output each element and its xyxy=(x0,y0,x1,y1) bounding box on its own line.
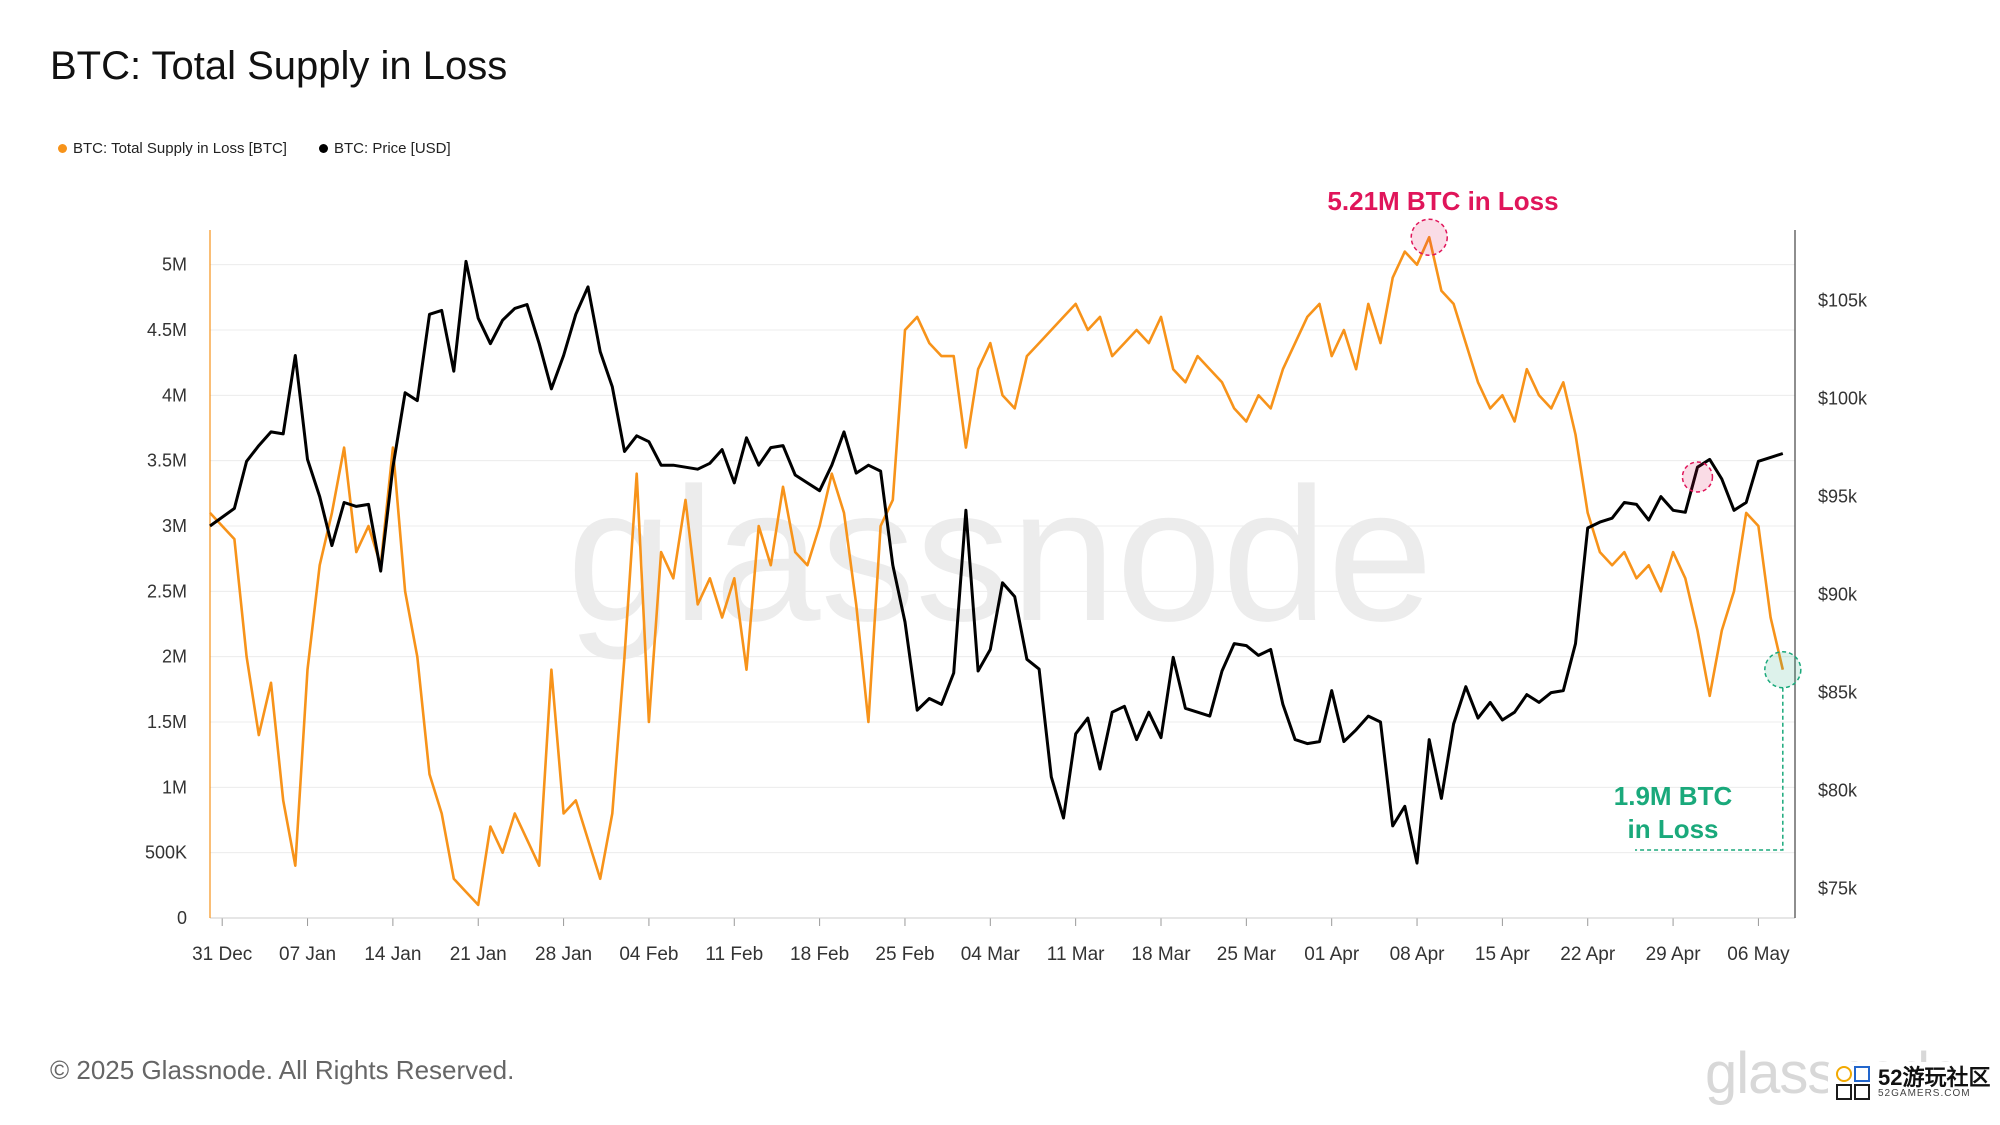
y-left-tick-label: 0 xyxy=(177,908,187,928)
x-tick-label: 31 Dec xyxy=(192,944,252,965)
y-left-tick-label: 500K xyxy=(145,843,187,863)
y-left-tick-label: 4.5M xyxy=(147,320,187,340)
price-marker xyxy=(1681,461,1714,493)
peak-marker xyxy=(1410,218,1448,256)
x-tick-label: 11 Mar xyxy=(1047,944,1105,965)
y-left-tick-label: 2M xyxy=(162,647,187,667)
x-tick-label: 15 Apr xyxy=(1475,944,1531,965)
legend-item-supply[interactable]: BTC: Total Supply in Loss [BTC] xyxy=(58,140,287,157)
y-left-tick-label: 3.5M xyxy=(147,451,187,471)
y-right-tick-label: $95k xyxy=(1818,487,1858,507)
x-tick-label: 29 Apr xyxy=(1646,944,1702,965)
y-left-tick-label: 2.5M xyxy=(147,581,187,601)
trough-annotation-label-2: in Loss xyxy=(1627,814,1718,844)
x-tick-label: 21 Jan xyxy=(450,944,507,965)
legend-dot-supply xyxy=(58,144,67,153)
legend-item-price[interactable]: BTC: Price [USD] xyxy=(318,140,451,157)
x-tick-label: 18 Mar xyxy=(1131,944,1191,965)
y-right-tick-label: $85k xyxy=(1818,683,1858,703)
x-tick-label: 22 Apr xyxy=(1560,944,1616,965)
trough-leader-line xyxy=(1635,687,1784,851)
y-left-tick-label: 5M xyxy=(162,255,187,275)
x-tick-label: 25 Feb xyxy=(875,944,934,965)
x-tick-label: 14 Jan xyxy=(364,944,421,965)
trough-annotation-label-1: 1.9M BTC xyxy=(1614,781,1733,811)
badge-sub-text: 52GAMERS.COM xyxy=(1878,1088,1971,1099)
price-line xyxy=(209,259,1784,865)
y-left-tick-label: 1M xyxy=(162,777,187,797)
legend-label-price: BTC: Price [USD] xyxy=(333,140,451,157)
peak-annotation-label: 5.21M BTC in Loss xyxy=(1327,186,1558,216)
y-right-tick-label: $80k xyxy=(1818,781,1858,801)
y-left-tick-label: 1.5M xyxy=(147,712,187,732)
x-tick-label: 25 Mar xyxy=(1217,944,1277,965)
y-left-tick-label: 3M xyxy=(162,516,187,536)
y-left-tick-label: 4M xyxy=(162,385,187,405)
copyright-text: © 2025 Glassnode. All Rights Reserved. xyxy=(50,1055,515,1085)
x-tick-label: 04 Mar xyxy=(961,944,1021,965)
x-tick-label: 08 Apr xyxy=(1390,944,1446,965)
x-tick-label: 11 Feb xyxy=(705,944,763,965)
x-tick-label: 06 May xyxy=(1727,944,1790,965)
badge-main-text: 52游玩社区 xyxy=(1878,1065,1991,1090)
x-tick-label: 07 Jan xyxy=(279,944,336,965)
y-right-tick-label: $90k xyxy=(1818,585,1858,605)
chart-title: BTC: Total Supply in Loss xyxy=(50,44,508,88)
legend-label-supply: BTC: Total Supply in Loss [BTC] xyxy=(73,140,287,157)
y-right-tick-label: $100k xyxy=(1818,389,1868,409)
y-right-tick-label: $105k xyxy=(1818,291,1868,311)
x-tick-label: 04 Feb xyxy=(619,944,678,965)
x-tick-label: 28 Jan xyxy=(535,944,592,965)
supply-in-loss-line xyxy=(209,235,1785,907)
trough-marker xyxy=(1764,650,1802,689)
chart-legend: BTC: Total Supply in Loss [BTC] BTC: Pri… xyxy=(58,140,451,157)
x-tick-label: 01 Apr xyxy=(1304,944,1360,965)
watermark-text: glassnode xyxy=(567,449,1433,661)
gamepad-icon xyxy=(1836,1066,1870,1100)
legend-dot-price xyxy=(318,144,328,153)
site-badge[interactable]: 52游玩社区 52GAMERS.COM xyxy=(1828,1062,1999,1104)
y-right-tick-label: $75k xyxy=(1818,879,1858,899)
x-tick-label: 18 Feb xyxy=(790,944,849,965)
